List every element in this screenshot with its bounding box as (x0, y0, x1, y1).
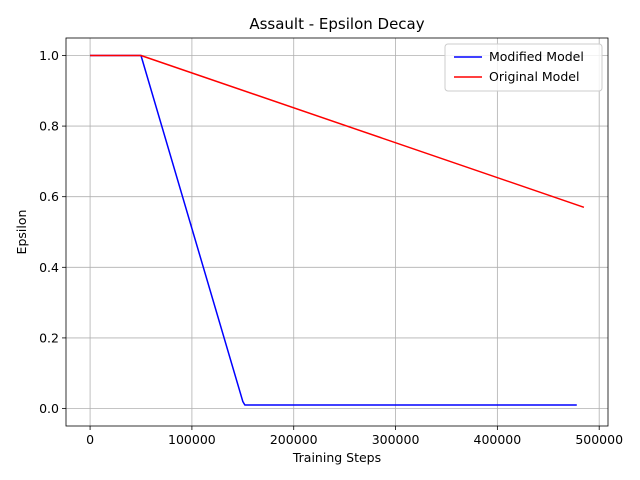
x-tick-label: 500000 (575, 432, 623, 447)
x-tick-label: 200000 (270, 432, 318, 447)
legend: Modified Model Original Model (444, 43, 603, 92)
plot-area (66, 38, 608, 426)
x-tick-label: 100000 (168, 432, 216, 447)
y-tick-label: 0.6 (39, 189, 59, 204)
y-tick-label: 0.4 (39, 260, 59, 275)
x-tick-label: 300000 (372, 432, 420, 447)
legend-label-original: Original Model (489, 69, 579, 84)
legend-label-modified: Modified Model (489, 49, 584, 64)
y-tick-label: 0.8 (39, 119, 59, 134)
series-lines (90, 54, 585, 406)
grid (66, 38, 608, 426)
y-axis-ticks: 0.0 0.2 0.4 0.6 0.8 1.0 (39, 48, 66, 416)
series-line-original-model (90, 54, 585, 208)
y-tick-label: 1.0 (39, 48, 59, 63)
x-tick-label: 0 (86, 432, 94, 447)
y-axis-label: Epsilon (14, 210, 29, 255)
y-tick-label: 0.0 (39, 401, 59, 416)
y-tick-label: 0.2 (39, 330, 59, 345)
x-tick-label: 400000 (474, 432, 522, 447)
x-axis-ticks: 0 100000 200000 300000 400000 500000 (86, 426, 623, 447)
x-axis-label: Training Steps (292, 450, 381, 465)
chart-title: Assault - Epsilon Decay (249, 15, 424, 33)
legend-box (444, 43, 603, 92)
axes-frame (65, 37, 609, 427)
